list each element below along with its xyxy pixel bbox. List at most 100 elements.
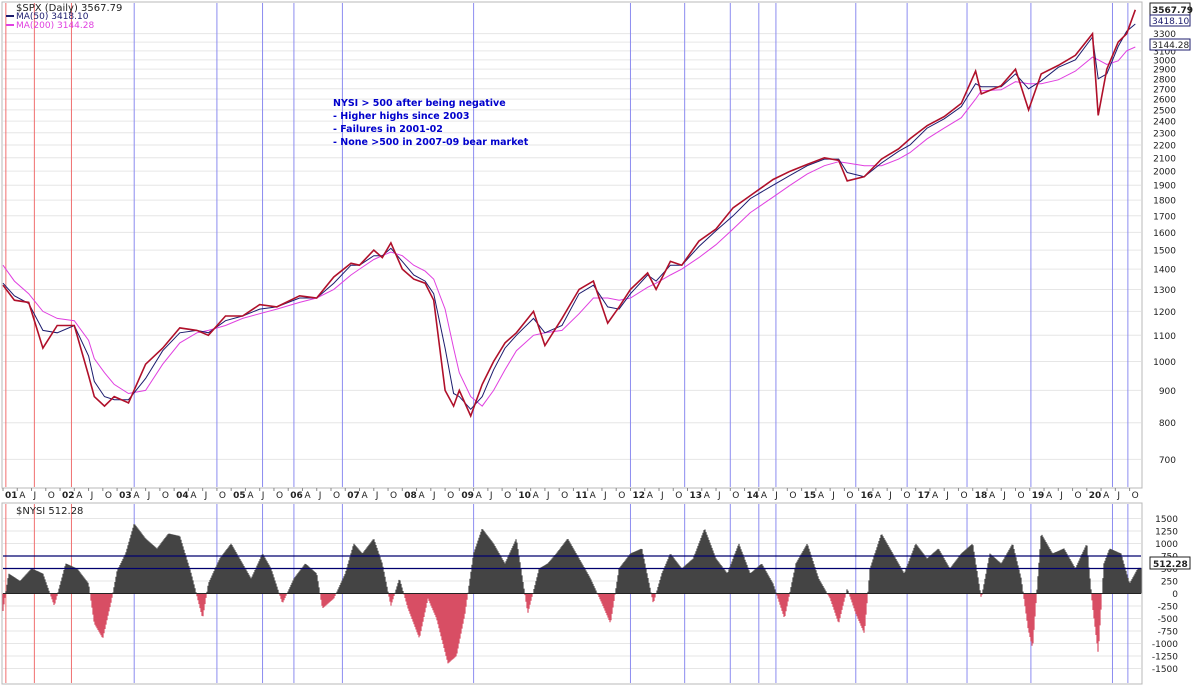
x-tick-label: J — [546, 491, 550, 501]
x-tick-label: J — [489, 491, 493, 501]
price-y-tick-label: 1500 — [1153, 247, 1176, 257]
x-tick-label: A — [818, 491, 825, 501]
ma50-line — [2, 23, 1136, 411]
nysi-last-value-box: 512.28 — [1149, 556, 1191, 570]
x-tick-label: J — [603, 491, 607, 501]
x-axis-tick-labels: 01 A J O 02 A J O 03 A J O 04 A J O 05 A J O 06 A J O 07 A J O 08 A J O… — [2, 488, 1139, 501]
x-tick-label: 03 — [119, 491, 132, 501]
x-tick-label: O — [162, 491, 169, 501]
x-tick-label: 01 — [5, 491, 18, 501]
x-tick-label: 06 — [290, 491, 303, 501]
x-tick-label: J — [1116, 491, 1120, 501]
ma50-value-label: 3418.10 — [1152, 17, 1189, 27]
x-tick-label: J — [774, 491, 778, 501]
price-y-tick-label: 1100 — [1153, 332, 1176, 342]
x-tick-label: A — [533, 491, 540, 501]
price-y-tick-label: 2000 — [1153, 168, 1176, 178]
nysi-y-tick-label: 1500 — [1155, 515, 1178, 525]
nysi-chart-title: $NYSI 512.28 — [16, 506, 83, 517]
ma50-value-box: 3418.10 — [1149, 14, 1191, 27]
price-chart-title: $SPX (Daily) 3567.79 — [16, 3, 122, 14]
nysi-last-value-label: 512.28 — [1153, 560, 1188, 570]
x-tick-label: J — [432, 491, 436, 501]
x-tick-label: J — [90, 491, 94, 501]
x-tick-label: A — [419, 491, 426, 501]
nysi-positive-area — [5, 524, 1142, 594]
nysi-y-tick-label: -1250 — [1152, 653, 1178, 663]
x-tick-label: A — [1103, 491, 1110, 501]
x-tick-label: J — [375, 491, 379, 501]
x-tick-label: A — [76, 491, 83, 501]
x-tick-label: A — [704, 491, 711, 501]
x-tick-label: J — [831, 491, 835, 501]
x-tick-label: O — [333, 491, 340, 501]
x-tick-label: O — [903, 491, 910, 501]
x-tick-label: 16 — [861, 491, 874, 501]
x-tick-label: A — [875, 491, 882, 501]
price-gridlines — [3, 33, 1141, 460]
x-tick-label: 10 — [518, 491, 531, 501]
x-tick-label: 04 — [176, 491, 189, 501]
price-y-tick-label: 1700 — [1153, 212, 1176, 222]
nysi-y-tick-label: -500 — [1158, 615, 1179, 625]
nysi-y-tick-label: -250 — [1158, 603, 1179, 613]
price-y-tick-label: 1000 — [1153, 358, 1176, 368]
x-tick-label: O — [48, 491, 55, 501]
annotation-line: - Higher highs since 2003 — [333, 111, 470, 122]
price-y-tick-label: 700 — [1159, 456, 1176, 466]
nysi-reference-levels — [3, 555, 1141, 570]
x-tick-label: J — [318, 491, 322, 501]
x-tick-label: J — [1059, 491, 1063, 501]
nysi-y-tick-label: -1500 — [1152, 665, 1178, 675]
price-y-tick-label: 900 — [1159, 387, 1176, 397]
x-tick-label: A — [304, 491, 311, 501]
x-tick-label: A — [647, 491, 654, 501]
x-tick-label: 12 — [632, 491, 645, 501]
x-tick-label: O — [846, 491, 853, 501]
x-tick-label: O — [1075, 491, 1082, 501]
x-tick-label: J — [888, 491, 892, 501]
x-tick-label: 11 — [575, 491, 588, 501]
legend-ma200: MA(200) 3144.28 — [16, 21, 94, 31]
nysi-y-axis: -1500-1250-1000-750-500-2500250500750100… — [1152, 515, 1178, 675]
x-tick-label: O — [276, 491, 283, 501]
x-tick-label: O — [732, 491, 739, 501]
x-tick-label: 07 — [347, 491, 360, 501]
nysi-y-tick-label: 250 — [1161, 578, 1178, 588]
ma200-value-label: 3144.28 — [1152, 41, 1189, 51]
price-y-tick-label: 2400 — [1153, 118, 1176, 128]
price-y-tick-label: 800 — [1159, 419, 1176, 429]
x-tick-label: O — [390, 491, 397, 501]
spx-price-line — [2, 9, 1137, 419]
price-y-tick-label: 1800 — [1153, 197, 1176, 207]
nysi-negative-area — [2, 593, 1103, 664]
legend-ma50: MA(50) 3418.10 — [16, 12, 89, 22]
x-tick-label: O — [561, 491, 568, 501]
price-y-tick-label: 3300 — [1153, 30, 1176, 40]
nysi-y-tick-label: 500 — [1161, 565, 1178, 575]
x-tick-label: A — [590, 491, 597, 501]
nysi-panel-frame — [1, 502, 1143, 685]
x-tick-label: 14 — [747, 491, 760, 501]
price-y-tick-label: 2200 — [1153, 141, 1176, 151]
x-tick-label: 05 — [233, 491, 246, 501]
x-tick-label: 08 — [404, 491, 417, 501]
price-series — [2, 9, 1137, 419]
nysi-y-tick-label: -1000 — [1152, 640, 1178, 650]
x-tick-label: J — [33, 491, 37, 501]
x-tick-label: J — [660, 491, 664, 501]
nysi-y-tick-label: 1250 — [1155, 528, 1178, 538]
ma200-value-box: 3144.28 — [1149, 38, 1191, 51]
price-y-tick-label: 3100 — [1153, 47, 1176, 57]
x-tick-label: 02 — [62, 491, 75, 501]
nysi-y-tick-label: 1000 — [1155, 540, 1178, 550]
x-tick-label: 09 — [461, 491, 474, 501]
x-tick-label: O — [789, 491, 796, 501]
annotation-line: NYSI > 500 after being negative — [333, 98, 506, 109]
price-y-tick-label: 2900 — [1153, 66, 1176, 76]
nysi-y-tick-label: 0 — [1172, 590, 1178, 600]
x-tick-label: A — [476, 491, 483, 501]
price-panel-frame — [1, 1, 1143, 489]
price-legend: $SPX (Daily) 3567.79 MA(50) 3418.10 MA(2… — [6, 3, 122, 31]
